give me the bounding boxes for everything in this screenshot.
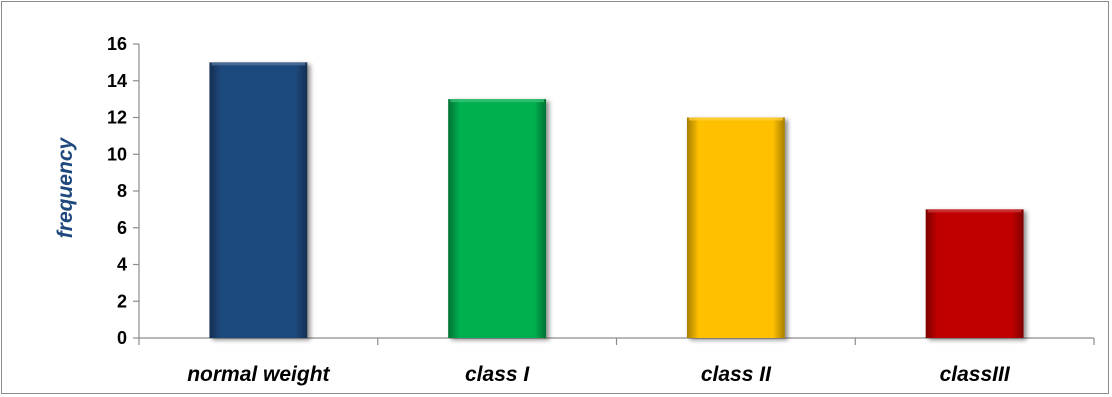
y-tick-label: 6	[117, 218, 127, 238]
x-tick-label: class II	[701, 363, 772, 386]
y-tick-label: 14	[107, 71, 127, 91]
y-tick-label: 12	[107, 108, 127, 128]
bar-top-highlight	[211, 62, 306, 66]
bar-class-i	[448, 99, 547, 338]
y-tick-label: 16	[107, 34, 127, 54]
bars	[209, 62, 1024, 338]
x-tick-label: classIII	[940, 363, 1011, 386]
y-tick-label: 2	[117, 291, 127, 311]
x-tick-label: normal weight	[187, 363, 330, 386]
y-axis: 0 2 4 6 8 10 12 14 16	[107, 34, 140, 348]
y-tick-label: 10	[107, 144, 127, 164]
x-axis: normal weight class I class II classIII	[138, 337, 1095, 386]
bar-top-highlight	[927, 209, 1022, 213]
y-axis-title: frequency	[54, 137, 77, 239]
y-tick-label: 0	[117, 328, 127, 348]
y-tick-label: 8	[117, 181, 127, 201]
bar-normal-weight	[209, 62, 308, 338]
x-tick-label: class I	[465, 363, 530, 386]
y-tick-label: 4	[117, 255, 127, 275]
bar-top-highlight	[688, 117, 783, 121]
bar-class-ii	[686, 117, 785, 338]
bar-top-highlight	[450, 99, 545, 103]
bar-classiii	[925, 209, 1024, 338]
